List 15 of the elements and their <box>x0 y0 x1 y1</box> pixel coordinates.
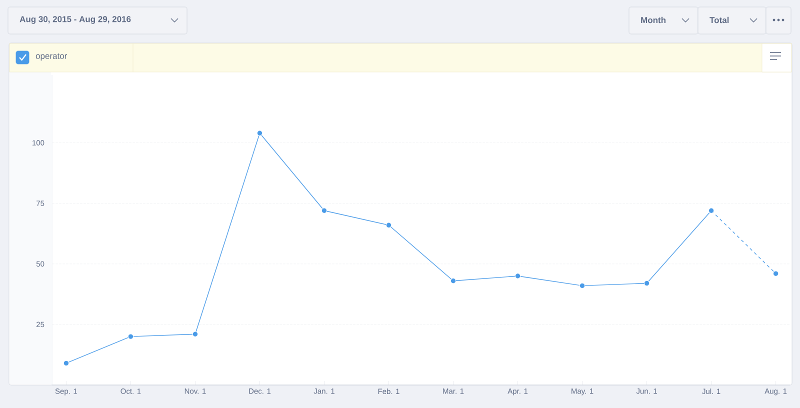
point <box>386 222 392 228</box>
point <box>192 331 198 337</box>
legend-label: operator <box>36 53 68 61</box>
point <box>772 270 779 276</box>
text: Month <box>641 16 666 24</box>
point <box>579 282 586 289</box>
point <box>450 278 456 284</box>
point <box>644 280 650 286</box>
text: Aug 30, 2015 - Aug 29, 2016 <box>20 16 131 24</box>
text: Total <box>710 16 729 24</box>
point <box>63 360 70 366</box>
point <box>514 273 521 279</box>
point <box>256 130 263 136</box>
point <box>321 208 328 214</box>
point <box>128 334 134 340</box>
